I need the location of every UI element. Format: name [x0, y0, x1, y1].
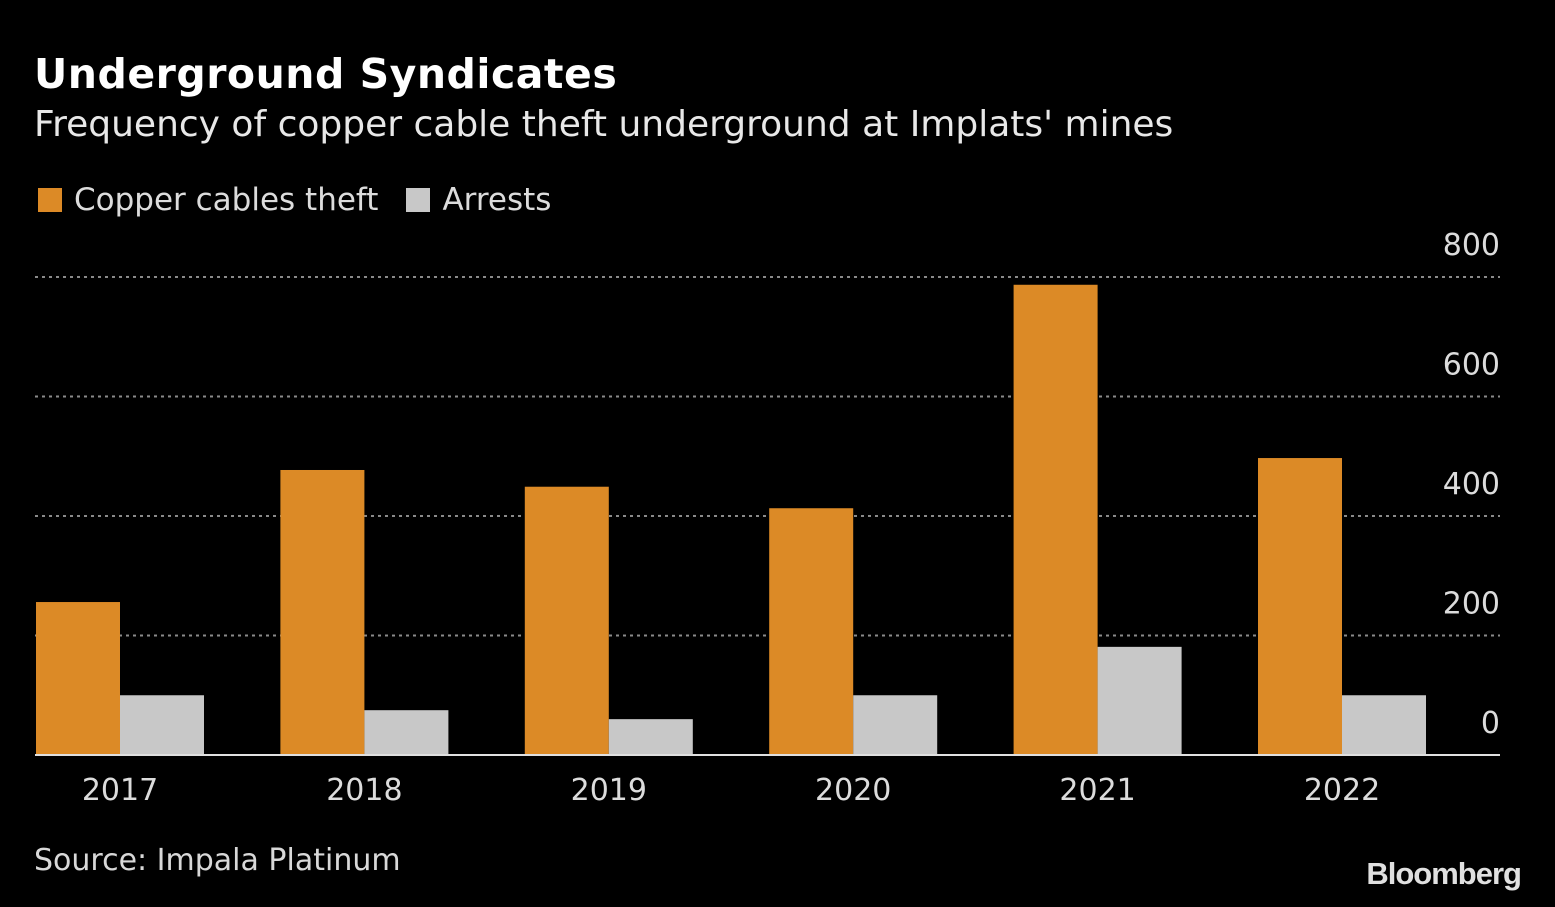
- bloomberg-logo: Bloomberg: [1366, 856, 1522, 891]
- chart-title: Underground Syndicates: [34, 50, 618, 98]
- bar-arrests-2022: [1342, 695, 1426, 755]
- bar-copper-2022: [1258, 458, 1342, 755]
- x-tick-label: 2020: [815, 773, 891, 808]
- bar-arrests-2017: [120, 695, 204, 755]
- bar-arrests-2018: [364, 710, 449, 755]
- x-tick-label: 2017: [82, 773, 158, 808]
- y-tick-label: 600: [1443, 348, 1500, 383]
- bar-copper-2020: [769, 508, 854, 755]
- y-tick-label: 800: [1443, 228, 1500, 263]
- bar-copper-2019: [524, 486, 609, 755]
- legend-label-copper: Copper cables theft: [74, 182, 379, 218]
- bar-copper-2018: [280, 469, 365, 755]
- bar-arrests-2019: [608, 719, 693, 755]
- legend-label-arrests: Arrests: [442, 182, 552, 218]
- x-tick-label: 2022: [1304, 773, 1380, 808]
- legend: Copper cables theft Arrests: [38, 182, 579, 218]
- y-tick-label: 200: [1443, 587, 1500, 622]
- y-tick-label: 400: [1443, 467, 1500, 502]
- x-tick-label: 2019: [571, 773, 647, 808]
- y-tick-label: 0: [1481, 706, 1500, 741]
- x-tick-label: 2021: [1059, 773, 1135, 808]
- bar-arrests-2021: [1097, 646, 1182, 755]
- bar-copper-2021: [1013, 284, 1098, 755]
- bar-arrests-2020: [853, 695, 938, 755]
- legend-swatch-arrests: [406, 188, 431, 212]
- source-note: Source: Impala Platinum: [34, 843, 401, 878]
- legend-item-copper: Copper cables theft: [38, 182, 378, 218]
- x-tick-label: 2018: [326, 773, 402, 808]
- legend-swatch-copper: [38, 188, 62, 212]
- bar-copper-2017: [36, 602, 120, 755]
- legend-item-arrests: Arrests: [406, 182, 551, 218]
- chart-subtitle: Frequency of copper cable theft undergro…: [34, 104, 1174, 145]
